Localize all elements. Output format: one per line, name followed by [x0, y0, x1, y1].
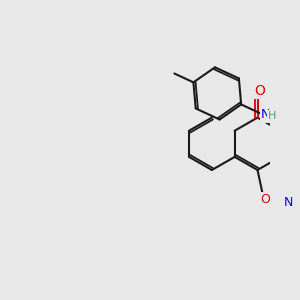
- Text: O: O: [260, 193, 270, 206]
- Text: N: N: [261, 108, 271, 121]
- Text: O: O: [254, 84, 265, 98]
- Text: N: N: [284, 196, 293, 209]
- Text: H: H: [268, 111, 276, 121]
